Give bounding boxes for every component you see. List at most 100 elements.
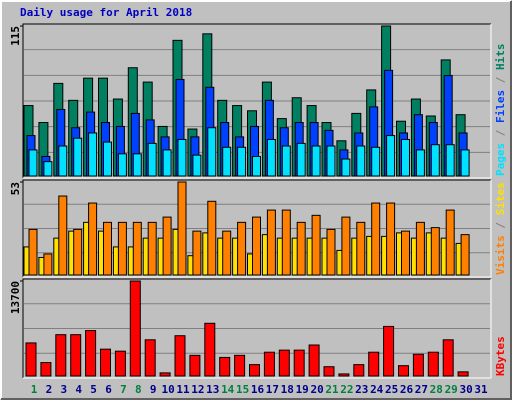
x-tick-label: 10 <box>161 383 174 396</box>
x-tick-label: 24 <box>370 383 384 396</box>
y-tick-label: 115 <box>9 26 22 46</box>
bar <box>368 351 380 377</box>
bar <box>371 146 381 177</box>
x-tick-label: 7 <box>120 383 127 396</box>
x-tick-label: 18 <box>281 383 294 396</box>
bar <box>55 334 67 377</box>
bar <box>383 325 395 377</box>
x-tick-label: 21 <box>325 383 339 396</box>
bar <box>219 356 231 377</box>
x-tick-label: 19 <box>296 383 309 396</box>
bar <box>40 362 52 377</box>
chart-title: Daily usage for April 2018 <box>20 6 192 19</box>
bar <box>415 149 425 177</box>
x-tick-label: 31 <box>474 383 488 396</box>
bar <box>88 132 98 177</box>
bar <box>356 221 366 276</box>
bar <box>234 354 246 377</box>
bar <box>162 149 172 177</box>
bar <box>73 137 83 177</box>
frame-light <box>23 180 492 278</box>
x-tick-label: 3 <box>60 383 67 396</box>
x-tick-label: 12 <box>191 383 204 396</box>
bar <box>192 230 202 276</box>
bar <box>43 161 53 177</box>
bar <box>177 138 187 177</box>
bar <box>204 322 216 377</box>
bar <box>117 221 127 276</box>
bar <box>117 153 127 177</box>
legend-entry: Pages <box>494 143 507 176</box>
bar <box>58 195 68 276</box>
bar <box>430 144 440 177</box>
bar <box>159 372 171 377</box>
bar <box>445 144 455 177</box>
legend-entry: Files <box>494 90 507 123</box>
x-tick-label: 9 <box>150 383 157 396</box>
bar <box>412 353 424 377</box>
legend: KBytes <box>494 336 507 376</box>
x-tick-label: 6 <box>105 383 112 396</box>
bar <box>207 200 217 276</box>
frame-light <box>23 279 492 379</box>
bar <box>430 227 440 276</box>
bar <box>311 145 321 177</box>
frame-dark <box>22 278 491 378</box>
x-tick-label: 30 <box>459 383 472 396</box>
x-tick-label: 8 <box>135 383 142 396</box>
x-tick-label: 27 <box>415 383 428 396</box>
legend-separator: / <box>494 215 507 235</box>
bar <box>401 230 410 276</box>
bar <box>263 351 275 377</box>
bar <box>386 202 396 276</box>
bar <box>252 216 261 276</box>
bar <box>43 253 53 276</box>
x-tick-label: 22 <box>340 383 353 396</box>
bar <box>222 146 232 177</box>
bar <box>103 141 112 177</box>
x-tick-label: 26 <box>400 383 414 396</box>
bar <box>144 339 156 377</box>
frame-dark <box>22 179 491 277</box>
x-tick-label: 16 <box>251 383 265 396</box>
legend: Pages / Files / Hits <box>494 44 507 177</box>
bar <box>174 335 186 377</box>
frame-dark <box>22 23 491 178</box>
bar <box>296 221 306 276</box>
bar <box>162 216 172 276</box>
x-tick-label: 1 <box>31 383 38 396</box>
x-tick-label: 5 <box>90 383 97 396</box>
bar <box>323 366 335 377</box>
bar <box>103 221 112 276</box>
x-tick-label: 2 <box>46 383 53 396</box>
bar <box>326 145 336 177</box>
x-tick-label: 15 <box>236 383 249 396</box>
bar <box>460 149 470 177</box>
legend-entry: Sites <box>494 182 507 215</box>
bar <box>147 142 157 177</box>
x-tick-label: 17 <box>266 383 279 396</box>
bar <box>189 354 201 377</box>
y-tick-label: 13700 <box>9 281 22 314</box>
bar <box>398 365 409 377</box>
bar <box>70 334 82 377</box>
legend-entry: KBytes <box>494 336 507 376</box>
bar <box>129 280 141 377</box>
bar <box>237 221 247 276</box>
bar <box>237 146 247 177</box>
x-tick-label: 13 <box>206 383 219 396</box>
bar <box>308 344 320 377</box>
y-tick-label: 53 <box>9 182 22 195</box>
legend-entry: Hits <box>494 44 507 71</box>
legend-separator: / <box>494 70 507 90</box>
bar <box>341 158 351 177</box>
bar <box>326 228 336 276</box>
x-tick-label: 20 <box>310 383 323 396</box>
bar <box>85 330 97 377</box>
bar <box>341 216 351 276</box>
bar <box>132 221 142 276</box>
legend-entry: Visits <box>494 235 507 275</box>
